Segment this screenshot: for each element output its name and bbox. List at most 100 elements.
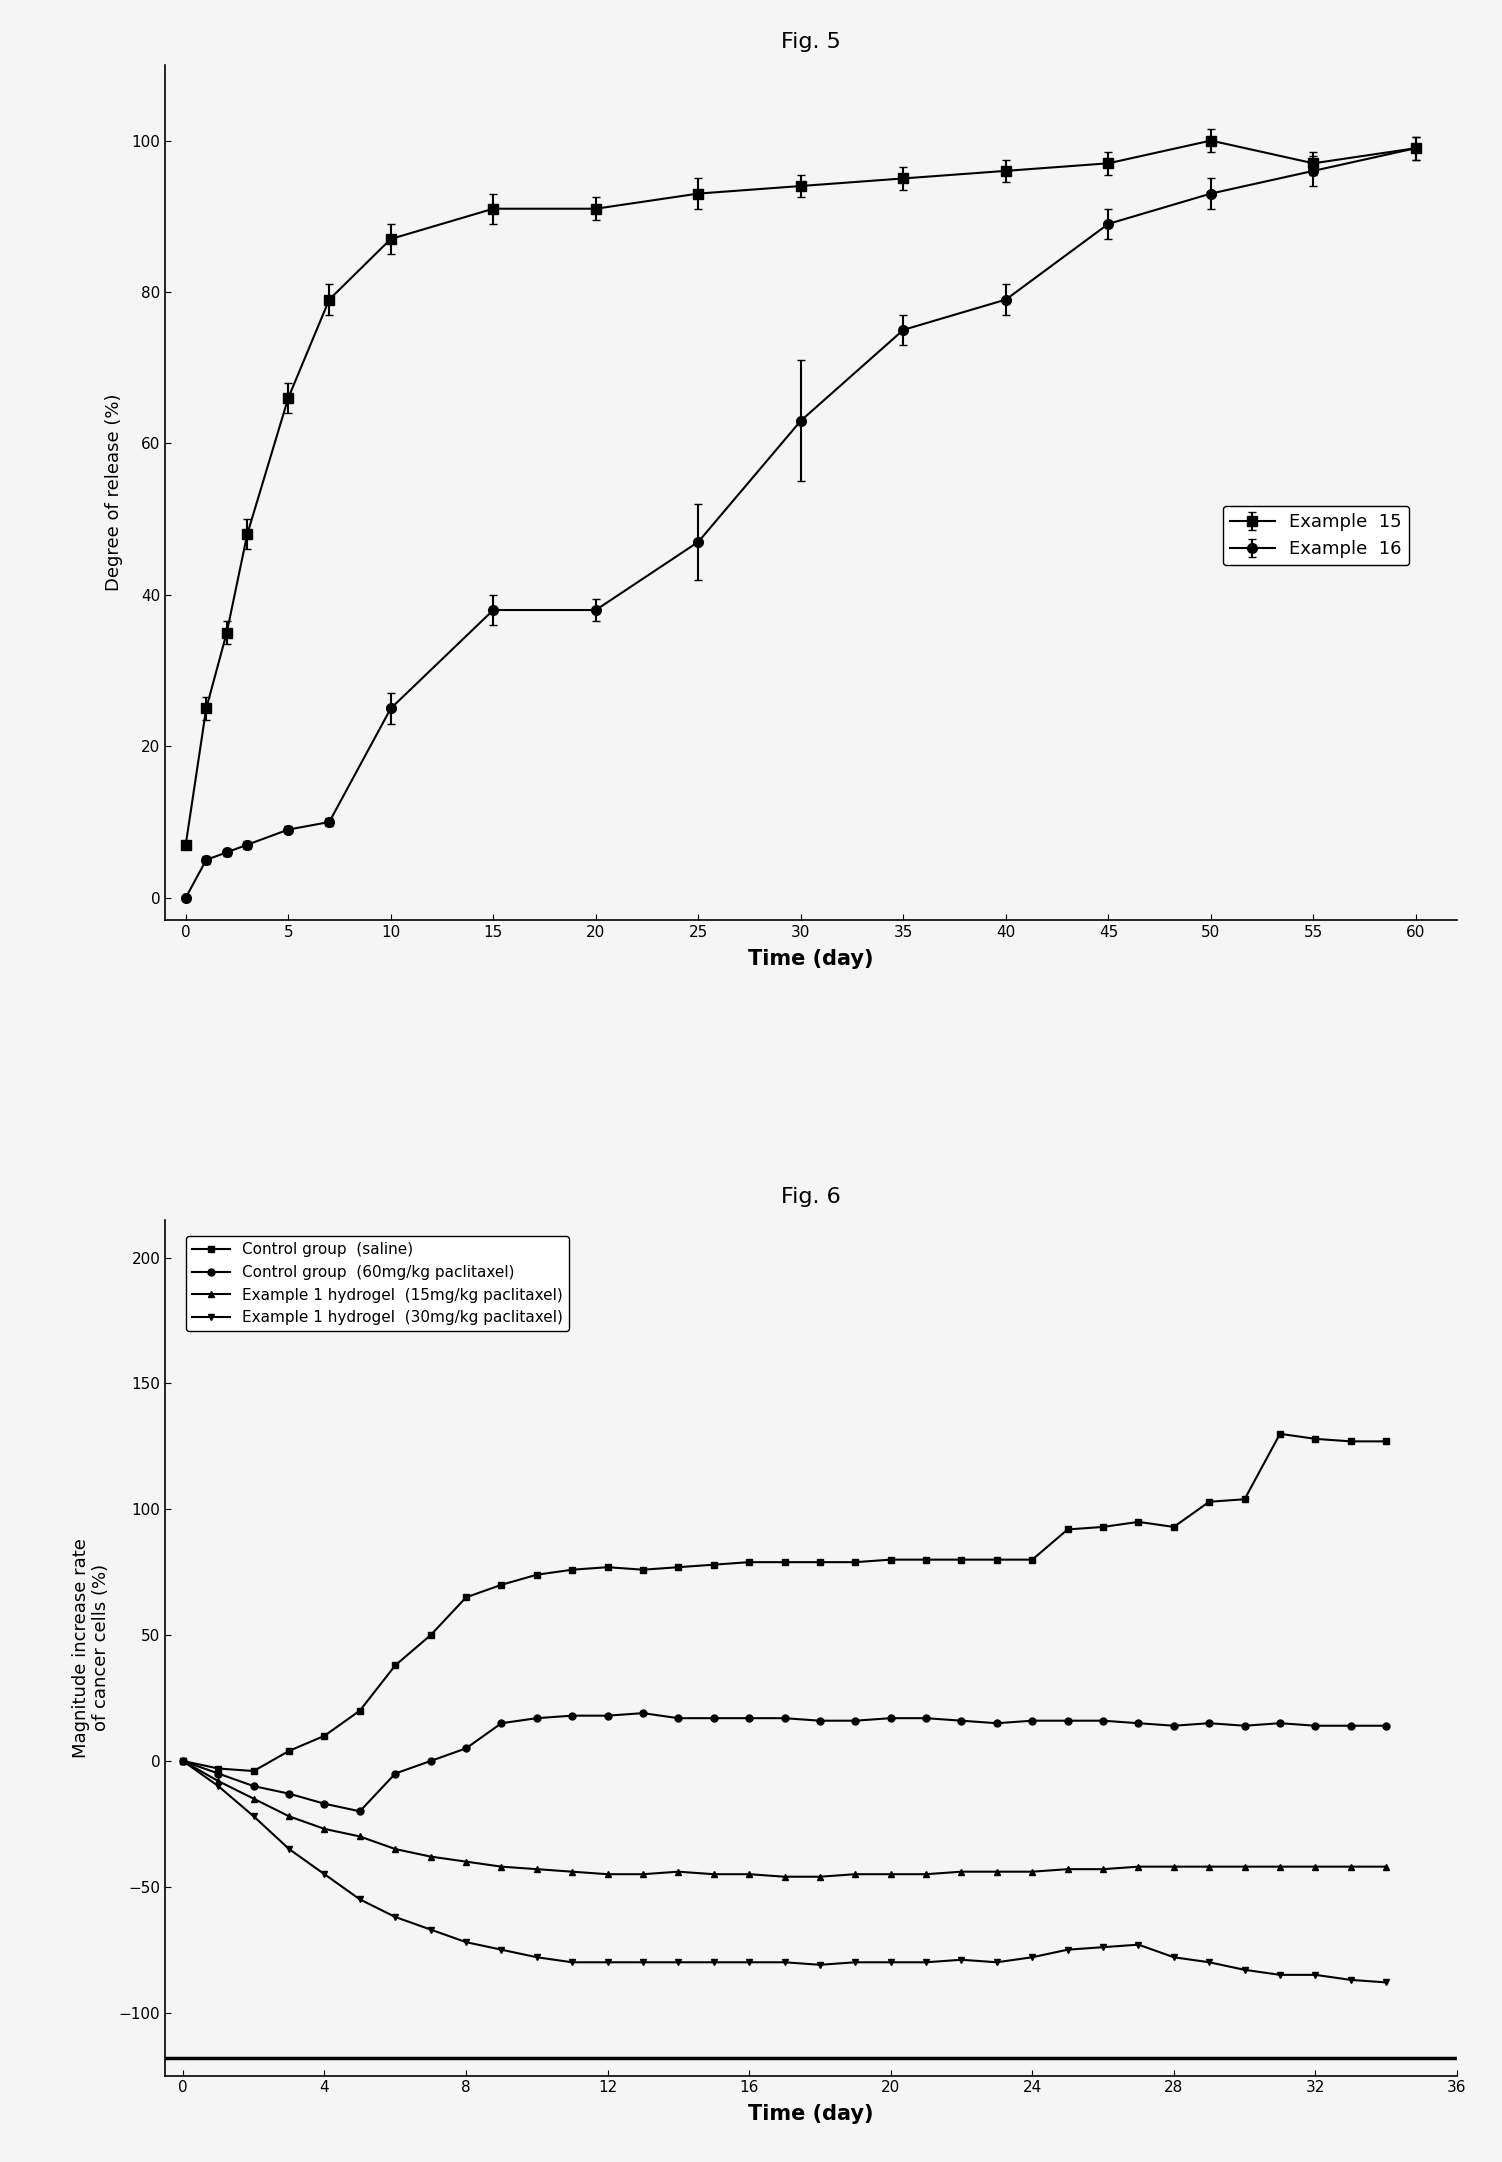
Example 1 hydrogel  (30mg/kg paclitaxel) (634, 1950, 652, 1976)
Control group  (saline) (846, 1550, 864, 1576)
Control group  (saline) (740, 1550, 759, 1576)
Control group  (saline) (1377, 1429, 1395, 1455)
Example 1 hydrogel  (15mg/kg paclitaxel) (457, 1849, 475, 1874)
Control group  (60mg/kg paclitaxel) (422, 1749, 440, 1775)
Example 1 hydrogel  (30mg/kg paclitaxel) (457, 1929, 475, 1954)
Example 1 hydrogel  (30mg/kg paclitaxel) (1023, 1944, 1041, 1970)
Example 1 hydrogel  (15mg/kg paclitaxel) (1093, 1857, 1111, 1883)
Control group  (saline) (1166, 1513, 1184, 1539)
Example 1 hydrogel  (30mg/kg paclitaxel) (493, 1937, 511, 1963)
Control group  (60mg/kg paclitaxel) (952, 1708, 970, 1734)
Example 1 hydrogel  (15mg/kg paclitaxel) (1166, 1853, 1184, 1879)
Example 1 hydrogel  (15mg/kg paclitaxel) (245, 1786, 263, 1812)
Control group  (saline) (1200, 1490, 1218, 1516)
Control group  (saline) (1271, 1420, 1289, 1446)
Control group  (60mg/kg paclitaxel) (245, 1773, 263, 1799)
Control group  (60mg/kg paclitaxel) (1271, 1710, 1289, 1736)
Line: Example 1 hydrogel  (30mg/kg paclitaxel): Example 1 hydrogel (30mg/kg paclitaxel) (179, 1758, 1389, 1987)
Example 1 hydrogel  (15mg/kg paclitaxel) (811, 1864, 829, 1890)
Example 1 hydrogel  (15mg/kg paclitaxel) (1341, 1853, 1359, 1879)
Control group  (60mg/kg paclitaxel) (1236, 1712, 1254, 1738)
Example 1 hydrogel  (15mg/kg paclitaxel) (386, 1836, 404, 1861)
Example 1 hydrogel  (15mg/kg paclitaxel) (1236, 1853, 1254, 1879)
Control group  (60mg/kg paclitaxel) (775, 1706, 793, 1732)
Example 1 hydrogel  (15mg/kg paclitaxel) (1130, 1853, 1148, 1879)
Example 1 hydrogel  (30mg/kg paclitaxel) (882, 1950, 900, 1976)
Example 1 hydrogel  (30mg/kg paclitaxel) (527, 1944, 545, 1970)
Control group  (saline) (174, 1749, 192, 1775)
Control group  (saline) (563, 1557, 581, 1583)
Example 1 hydrogel  (30mg/kg paclitaxel) (209, 1773, 227, 1799)
Control group  (saline) (775, 1550, 793, 1576)
Legend: Control group  (saline), Control group  (60mg/kg paclitaxel), Example 1 hydrogel: Control group (saline), Control group (6… (186, 1237, 569, 1332)
Example 1 hydrogel  (15mg/kg paclitaxel) (882, 1861, 900, 1887)
Control group  (saline) (811, 1550, 829, 1576)
Example 1 hydrogel  (30mg/kg paclitaxel) (315, 1861, 333, 1887)
Example 1 hydrogel  (15mg/kg paclitaxel) (1059, 1857, 1077, 1883)
Control group  (60mg/kg paclitaxel) (988, 1710, 1006, 1736)
Example 1 hydrogel  (30mg/kg paclitaxel) (1377, 1970, 1395, 1996)
Control group  (60mg/kg paclitaxel) (1307, 1712, 1325, 1738)
Title: Fig. 6: Fig. 6 (781, 1187, 841, 1206)
Example 1 hydrogel  (30mg/kg paclitaxel) (1200, 1950, 1218, 1976)
Example 1 hydrogel  (15mg/kg paclitaxel) (315, 1816, 333, 1842)
Example 1 hydrogel  (30mg/kg paclitaxel) (279, 1836, 297, 1861)
Control group  (saline) (1307, 1427, 1325, 1453)
Example 1 hydrogel  (15mg/kg paclitaxel) (563, 1859, 581, 1885)
Control group  (saline) (599, 1554, 617, 1580)
Control group  (60mg/kg paclitaxel) (457, 1736, 475, 1762)
Line: Control group  (saline): Control group (saline) (179, 1431, 1389, 1775)
Y-axis label: Magnitude increase rate
of cancer cells (%): Magnitude increase rate of cancer cells … (72, 1537, 111, 1758)
Control group  (saline) (386, 1652, 404, 1678)
Control group  (60mg/kg paclitaxel) (1023, 1708, 1041, 1734)
Example 1 hydrogel  (30mg/kg paclitaxel) (1059, 1937, 1077, 1963)
Control group  (60mg/kg paclitaxel) (634, 1699, 652, 1725)
Control group  (saline) (952, 1546, 970, 1572)
Example 1 hydrogel  (15mg/kg paclitaxel) (1023, 1859, 1041, 1885)
Example 1 hydrogel  (15mg/kg paclitaxel) (422, 1844, 440, 1870)
Example 1 hydrogel  (15mg/kg paclitaxel) (209, 1769, 227, 1794)
Example 1 hydrogel  (30mg/kg paclitaxel) (740, 1950, 759, 1976)
Example 1 hydrogel  (15mg/kg paclitaxel) (918, 1861, 936, 1887)
Example 1 hydrogel  (30mg/kg paclitaxel) (351, 1887, 369, 1913)
Control group  (saline) (422, 1622, 440, 1647)
Control group  (60mg/kg paclitaxel) (846, 1708, 864, 1734)
Control group  (saline) (1023, 1546, 1041, 1572)
Control group  (60mg/kg paclitaxel) (351, 1799, 369, 1825)
Control group  (saline) (527, 1561, 545, 1587)
Control group  (60mg/kg paclitaxel) (279, 1781, 297, 1807)
Example 1 hydrogel  (15mg/kg paclitaxel) (740, 1861, 759, 1887)
Control group  (saline) (245, 1758, 263, 1784)
Example 1 hydrogel  (30mg/kg paclitaxel) (670, 1950, 688, 1976)
Control group  (saline) (457, 1585, 475, 1611)
Control group  (saline) (209, 1756, 227, 1781)
Example 1 hydrogel  (30mg/kg paclitaxel) (775, 1950, 793, 1976)
Example 1 hydrogel  (15mg/kg paclitaxel) (634, 1861, 652, 1887)
Example 1 hydrogel  (15mg/kg paclitaxel) (988, 1859, 1006, 1885)
Example 1 hydrogel  (30mg/kg paclitaxel) (988, 1950, 1006, 1976)
Example 1 hydrogel  (15mg/kg paclitaxel) (846, 1861, 864, 1887)
Control group  (saline) (670, 1554, 688, 1580)
Control group  (saline) (279, 1738, 297, 1764)
Example 1 hydrogel  (15mg/kg paclitaxel) (527, 1857, 545, 1883)
Example 1 hydrogel  (15mg/kg paclitaxel) (493, 1853, 511, 1879)
Control group  (saline) (315, 1723, 333, 1749)
Control group  (60mg/kg paclitaxel) (811, 1708, 829, 1734)
Control group  (60mg/kg paclitaxel) (670, 1706, 688, 1732)
Control group  (60mg/kg paclitaxel) (918, 1706, 936, 1732)
Control group  (60mg/kg paclitaxel) (1200, 1710, 1218, 1736)
Example 1 hydrogel  (15mg/kg paclitaxel) (599, 1861, 617, 1887)
Control group  (60mg/kg paclitaxel) (174, 1749, 192, 1775)
Example 1 hydrogel  (30mg/kg paclitaxel) (1130, 1931, 1148, 1957)
Y-axis label: Degree of release (%): Degree of release (%) (105, 393, 123, 592)
Example 1 hydrogel  (30mg/kg paclitaxel) (245, 1803, 263, 1829)
Control group  (60mg/kg paclitaxel) (1166, 1712, 1184, 1738)
Control group  (saline) (1130, 1509, 1148, 1535)
Control group  (60mg/kg paclitaxel) (563, 1704, 581, 1730)
Title: Fig. 5: Fig. 5 (781, 32, 841, 52)
Example 1 hydrogel  (30mg/kg paclitaxel) (174, 1749, 192, 1775)
Legend: Example  15, Example  16: Example 15, Example 16 (1223, 506, 1409, 564)
Control group  (60mg/kg paclitaxel) (209, 1760, 227, 1786)
Control group  (saline) (351, 1697, 369, 1723)
Example 1 hydrogel  (15mg/kg paclitaxel) (1200, 1853, 1218, 1879)
